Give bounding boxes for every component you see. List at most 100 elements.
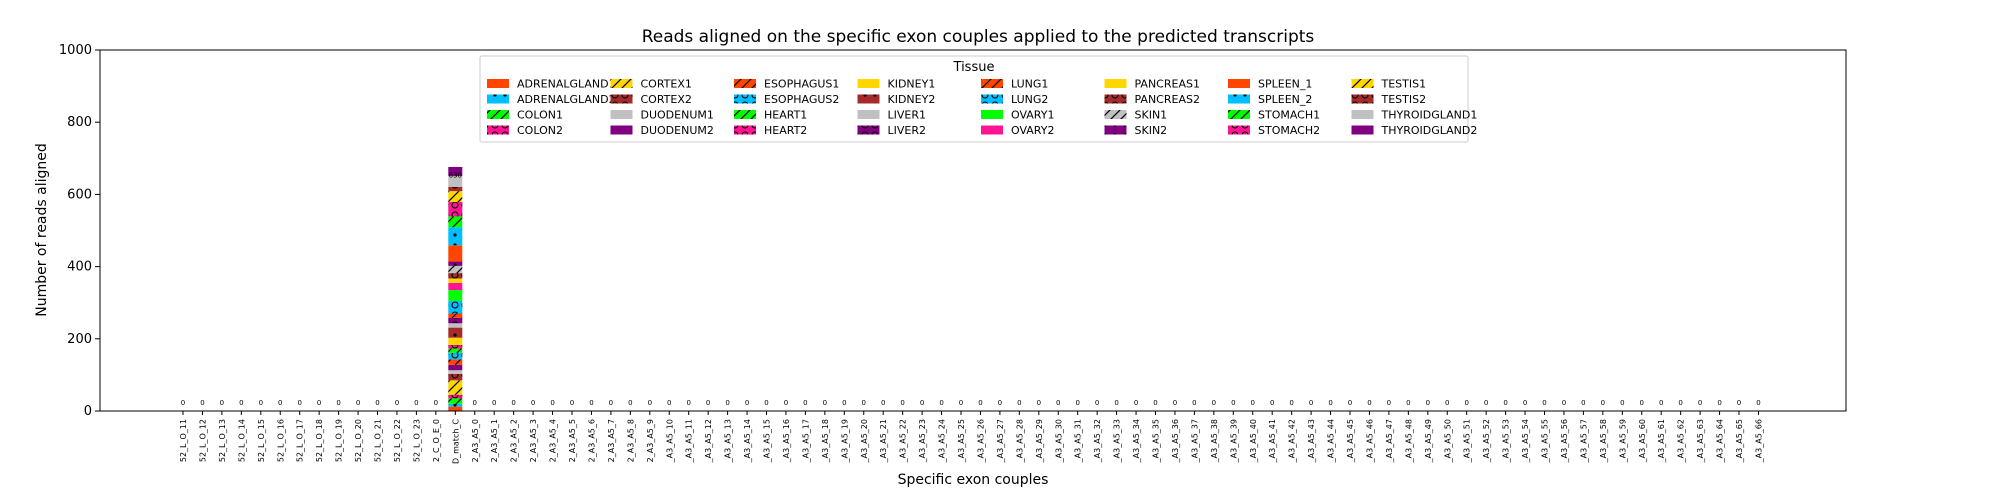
x-tick-label: _A3_A5_12 (704, 419, 713, 463)
x-tick-label: _A3_A5_13 (724, 419, 733, 463)
legend-label: STOMACH1 (1258, 109, 1320, 122)
bar-total-label: 0 (1153, 399, 1157, 407)
bar-total-label: 0 (317, 399, 321, 407)
legend-label: LUNG1 (1011, 78, 1048, 91)
bar-segment-liver2 (448, 317, 463, 324)
x-tick-label: _A3_A5_55 (1541, 419, 1550, 463)
legend-swatch (1351, 125, 1374, 135)
x-tick-label: _A3_A5_60 (1638, 419, 1647, 463)
legend-item-esophagus2[interactable]: ESOPHAGUS2 (734, 93, 839, 106)
bar-total-label: 0 (1056, 399, 1060, 407)
legend-item-colon2[interactable]: COLON2 (487, 124, 563, 137)
x-tick-label: 52_L_O_13 (218, 419, 227, 462)
legend-label: KIDNEY1 (888, 78, 936, 91)
bar-total-label: 0 (764, 399, 768, 407)
x-tick-label: _A3_A5_65 (1735, 419, 1744, 463)
legend-item-spleen_1[interactable]: SPLEEN_1 (1228, 78, 1312, 91)
legend-swatch (1104, 94, 1127, 104)
legend-item-heart2[interactable]: HEART2 (734, 124, 807, 137)
x-tick-label: _A3_A5_32 (1093, 419, 1102, 463)
x-tick-label: 52_L_O_17 (296, 419, 305, 462)
x-tick-label: _A3_A5_25 (957, 419, 966, 463)
y-tick-label: 1000 (59, 43, 92, 58)
legend-label: SPLEEN_1 (1258, 78, 1312, 91)
legend-label: ESOPHAGUS1 (764, 78, 839, 91)
legend-label: TESTIS2 (1381, 93, 1427, 106)
legend-item-pancreas2[interactable]: PANCREAS2 (1104, 93, 1200, 106)
legend-item-cortex2[interactable]: CORTEX2 (610, 93, 692, 106)
legend-item-stomach2[interactable]: STOMACH2 (1228, 124, 1320, 137)
x-tick-label: _A3_A5_20 (860, 419, 869, 463)
bar-segment-cortex2 (448, 373, 463, 381)
legend-item-liver1[interactable]: LIVER1 (857, 109, 927, 122)
x-tick-label: _A3_A5_36 (1171, 419, 1180, 463)
bar-segment-adrenalgland1 (448, 406, 463, 411)
x-tick-label: 2_A3_A5_7 (607, 419, 616, 462)
bar-segment-pancreas2 (448, 273, 463, 279)
bar-total-label: 0 (1503, 399, 1507, 407)
legend-item-skin1[interactable]: SKIN1 (1104, 109, 1168, 122)
x-tick-label: _A3_A5_21 (879, 419, 888, 463)
legend-label: THYROIDGLAND1 (1381, 109, 1478, 122)
x-tick-label: _A3_A5_40 (1249, 419, 1258, 463)
bar-total-label: 0 (1309, 399, 1313, 407)
legend-label: ADRENALGLAND2 (517, 93, 616, 106)
x-tick-label: _A3_A5_48 (1404, 419, 1413, 463)
legend-item-heart1[interactable]: HEART1 (734, 109, 807, 122)
legend-item-duodenum1[interactable]: DUODENUM1 (610, 109, 714, 122)
x-tick-label: _A3_A5_59 (1618, 419, 1627, 463)
bar-total-label: 0 (1659, 399, 1663, 407)
legend-label: STOMACH2 (1258, 124, 1320, 137)
legend-item-liver2[interactable]: LIVER2 (857, 124, 927, 137)
legend-item-adrenalgland2[interactable]: ADRENALGLAND2 (487, 93, 616, 106)
y-tick-label: 600 (67, 187, 92, 202)
bar-total-label: 0 (356, 399, 360, 407)
legend-swatch (981, 79, 1003, 88)
bar-total-label: 0 (181, 399, 185, 407)
legend-item-testis1[interactable]: TESTIS1 (1351, 78, 1427, 91)
x-tick-label: _A3_A5_38 (1210, 419, 1219, 463)
x-tick-label: _A3_A5_45 (1346, 419, 1355, 463)
bar-total-label: 0 (1134, 399, 1138, 407)
legend-label: HEART2 (764, 124, 807, 137)
bar-total-label: 0 (1387, 399, 1391, 407)
bar-total-label: 0 (1562, 399, 1566, 407)
x-tick-label: D_match_C (451, 419, 460, 464)
legend-item-spleen_2[interactable]: SPLEEN_2 (1228, 93, 1312, 106)
legend-item-thyroidgland2[interactable]: THYROIDGLAND2 (1351, 124, 1478, 137)
legend-item-kidney2[interactable]: KIDNEY2 (857, 93, 936, 106)
x-tick-label: 2_A3_A5_8 (626, 419, 635, 462)
x-tick-label: _A3_A5_28 (1015, 419, 1024, 463)
legend-item-pancreas1[interactable]: PANCREAS1 (1104, 78, 1200, 91)
x-tick-label: 52_L_O_15 (257, 419, 266, 462)
bar-total-label: 0 (1251, 399, 1255, 407)
x-tick-label: _A3_A5_11 (685, 419, 694, 463)
bar-total-label: 0 (1173, 399, 1177, 407)
legend-item-duodenum2[interactable]: DUODENUM2 (610, 124, 714, 137)
bar-total-label: 0 (1095, 399, 1099, 407)
legend-item-esophagus1[interactable]: ESOPHAGUS1 (734, 78, 839, 91)
legend-item-adrenalgland1[interactable]: ADRENALGLAND1 (487, 78, 616, 91)
legend-item-cortex1[interactable]: CORTEX1 (610, 78, 692, 91)
legend-item-colon1[interactable]: COLON1 (487, 109, 563, 122)
legend-swatch (1351, 94, 1374, 104)
legend-item-kidney1[interactable]: KIDNEY1 (857, 78, 936, 91)
bar-total-label: 0 (648, 399, 652, 407)
legend-item-ovary1[interactable]: OVARY1 (981, 109, 1054, 122)
x-axis-label: Specific exon couples (898, 472, 1049, 488)
bar-total-label: 0 (1212, 399, 1216, 407)
y-axis-label: Number of reads aligned (34, 143, 50, 317)
legend-item-ovary2[interactable]: OVARY2 (981, 124, 1054, 137)
legend-item-lung1[interactable]: LUNG1 (981, 78, 1048, 91)
legend-swatch (734, 79, 756, 88)
legend-item-testis2[interactable]: TESTIS2 (1351, 93, 1427, 106)
legend-item-thyroidgland1[interactable]: THYROIDGLAND1 (1351, 109, 1478, 122)
legend-swatch (1228, 110, 1250, 119)
bar-total-label: 0 (511, 399, 515, 407)
legend-item-lung2[interactable]: LUNG2 (981, 93, 1048, 106)
legend-label: SKIN2 (1135, 124, 1168, 137)
bar-total-label: 0 (1717, 399, 1721, 407)
legend-item-skin2[interactable]: SKIN2 (1104, 124, 1168, 137)
legend-swatch (610, 110, 633, 119)
legend-item-stomach1[interactable]: STOMACH1 (1228, 109, 1320, 122)
